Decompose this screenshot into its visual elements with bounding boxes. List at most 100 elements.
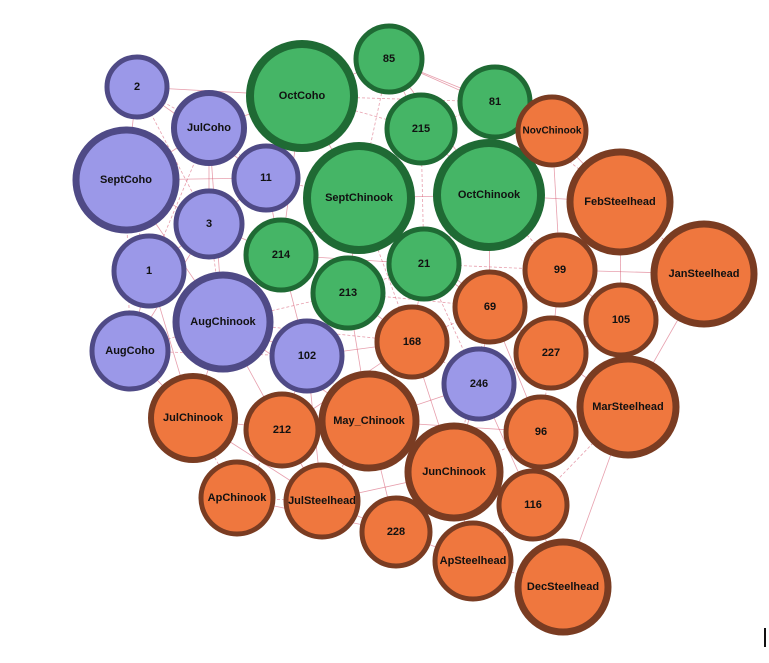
node-85[interactable]: 85 <box>353 23 425 95</box>
node-circle[interactable] <box>359 495 433 569</box>
node-circle[interactable] <box>432 520 514 602</box>
node-3[interactable]: 3 <box>173 188 245 260</box>
node-DecSteelhead[interactable]: DecSteelhead <box>514 538 612 636</box>
node-label: May_Chinook <box>333 415 405 427</box>
node-JulSteelhead[interactable]: JulSteelhead <box>283 462 361 540</box>
node-OctCoho[interactable]: OctCoho <box>246 40 358 152</box>
node-SeptChinook[interactable]: SeptChinook <box>303 142 415 254</box>
node-212[interactable]: 212 <box>243 391 321 469</box>
node-circle[interactable] <box>576 355 680 459</box>
node-AugCoho[interactable]: AugCoho <box>89 310 171 392</box>
node-label: 168 <box>403 336 421 348</box>
node-circle[interactable] <box>111 233 187 309</box>
node-FebSteelhead[interactable]: FebSteelhead <box>566 148 674 256</box>
node-label: OctCoho <box>279 90 326 102</box>
node-label: OctChinook <box>458 189 521 201</box>
node-circle[interactable] <box>303 142 415 254</box>
node-JunChinook[interactable]: JunChinook <box>404 422 504 522</box>
node-label: 215 <box>412 123 430 135</box>
node-21[interactable]: 21 <box>386 226 462 302</box>
edge-116-ApSteelhead <box>472 504 534 562</box>
node-May_Chinook[interactable]: May_Chinook <box>318 370 420 472</box>
node-AugChinook[interactable]: AugChinook <box>172 271 274 373</box>
node-circle[interactable] <box>384 92 458 166</box>
node-circle[interactable] <box>243 217 319 293</box>
node-JulCoho[interactable]: JulCoho <box>171 90 247 166</box>
node-circle[interactable] <box>198 459 276 537</box>
node-168[interactable]: 168 <box>374 304 450 380</box>
node-circle[interactable] <box>404 422 504 522</box>
node-circle[interactable] <box>374 304 450 380</box>
node-circle[interactable] <box>72 126 180 234</box>
node-circle[interactable] <box>583 282 659 358</box>
node-label: 214 <box>272 249 291 261</box>
node-JanSteelhead[interactable]: JanSteelhead <box>650 220 758 328</box>
node-circle[interactable] <box>566 148 674 256</box>
node-circle[interactable] <box>318 370 420 472</box>
node-label: JulCoho <box>187 122 231 134</box>
node-circle[interactable] <box>522 232 598 308</box>
node-228[interactable]: 228 <box>359 495 433 569</box>
node-213[interactable]: 213 <box>310 255 386 331</box>
node-96[interactable]: 96 <box>503 394 579 470</box>
node-2[interactable]: 2 <box>104 54 170 120</box>
node-circle[interactable] <box>89 310 171 392</box>
node-circle[interactable] <box>441 346 517 422</box>
node-label: 105 <box>612 314 630 326</box>
node-circle[interactable] <box>503 394 579 470</box>
node-label: 85 <box>383 53 395 65</box>
node-circle[interactable] <box>269 318 345 394</box>
node-circle[interactable] <box>231 143 301 213</box>
node-label: 99 <box>554 264 566 276</box>
node-105[interactable]: 105 <box>583 282 659 358</box>
node-label: JulSteelhead <box>288 495 356 507</box>
node-circle[interactable] <box>496 468 570 542</box>
node-label: ApSteelhead <box>440 555 507 567</box>
node-circle[interactable] <box>433 139 545 251</box>
node-JulChinook[interactable]: JulChinook <box>148 373 238 463</box>
node-1[interactable]: 1 <box>111 233 187 309</box>
node-circle[interactable] <box>173 188 245 260</box>
node-69[interactable]: 69 <box>452 269 528 345</box>
node-circle[interactable] <box>148 373 238 463</box>
node-label: 213 <box>339 287 357 299</box>
node-SeptCoho[interactable]: SeptCoho <box>72 126 180 234</box>
node-circle[interactable] <box>283 462 361 540</box>
node-NovChinook[interactable]: NovChinook <box>515 94 589 168</box>
node-102[interactable]: 102 <box>269 318 345 394</box>
node-circle[interactable] <box>386 226 462 302</box>
node-label: 69 <box>484 301 496 313</box>
node-label: 21 <box>418 258 430 270</box>
node-circle[interactable] <box>353 23 425 95</box>
node-215[interactable]: 215 <box>384 92 458 166</box>
node-label: JunChinook <box>422 466 486 478</box>
node-11[interactable]: 11 <box>231 143 301 213</box>
node-circle[interactable] <box>246 40 358 152</box>
node-246[interactable]: 246 <box>441 346 517 422</box>
node-label: NovChinook <box>523 126 582 137</box>
node-circle[interactable] <box>452 269 528 345</box>
node-81[interactable]: 81 <box>457 64 533 140</box>
node-circle[interactable] <box>172 271 274 373</box>
node-circle[interactable] <box>243 391 321 469</box>
node-label: 227 <box>542 347 560 359</box>
node-circle[interactable] <box>310 255 386 331</box>
node-label: AugCoho <box>105 345 155 357</box>
node-ApSteelhead[interactable]: ApSteelhead <box>432 520 514 602</box>
node-circle[interactable] <box>171 90 247 166</box>
node-circle[interactable] <box>650 220 758 328</box>
node-OctChinook[interactable]: OctChinook <box>433 139 545 251</box>
node-ApChinook[interactable]: ApChinook <box>198 459 276 537</box>
node-circle[interactable] <box>513 315 589 391</box>
node-99[interactable]: 99 <box>522 232 598 308</box>
node-circle[interactable] <box>515 94 589 168</box>
edge-85-SeptChinook <box>358 58 390 199</box>
node-MarSteelhead[interactable]: MarSteelhead <box>576 355 680 459</box>
node-label: JanSteelhead <box>669 268 740 280</box>
node-227[interactable]: 227 <box>513 315 589 391</box>
node-circle[interactable] <box>104 54 170 120</box>
node-label: 228 <box>387 526 405 538</box>
node-circle[interactable] <box>514 538 612 636</box>
node-214[interactable]: 214 <box>243 217 319 293</box>
node-116[interactable]: 116 <box>496 468 570 542</box>
